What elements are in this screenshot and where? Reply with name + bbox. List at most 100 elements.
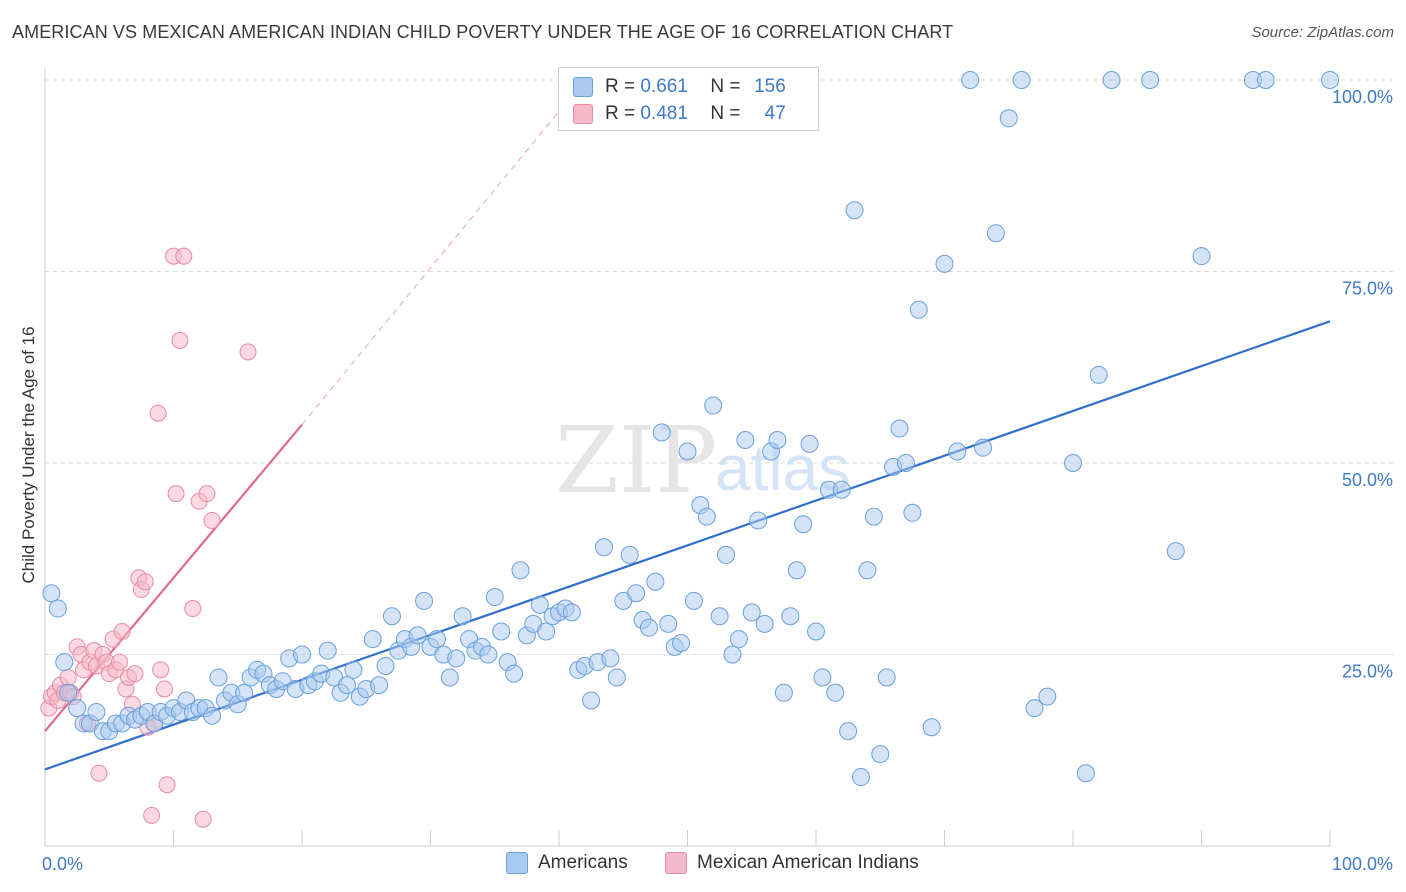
data-point-mexican-american-indians	[152, 661, 170, 679]
data-point-americans	[376, 656, 395, 675]
data-point-americans	[832, 480, 851, 499]
data-point-americans	[594, 538, 613, 557]
data-point-americans	[203, 706, 222, 725]
data-point-americans	[742, 603, 761, 622]
data-point-americans	[871, 745, 890, 764]
legend-r-label: R =	[605, 76, 636, 97]
data-point-americans	[787, 561, 806, 580]
y-tick-label: 50.0%	[1342, 470, 1393, 490]
data-point-americans	[678, 442, 697, 461]
data-point-americans	[652, 423, 671, 442]
data-point-americans	[1012, 71, 1031, 89]
data-point-americans	[1192, 247, 1211, 266]
tick-labels: 25.0% 50.0% 75.0% 100.0% 0.0% 100.0%	[42, 87, 1393, 874]
legend-item-americans[interactable]: Americans	[506, 852, 628, 874]
data-point-americans	[813, 668, 832, 687]
data-point-americans	[896, 454, 915, 472]
data-point-americans	[511, 561, 530, 580]
trend-lines	[44, 79, 1331, 771]
y-tick-label: 100.0%	[1332, 87, 1393, 107]
legend-swatch-americans	[506, 852, 528, 874]
data-point-americans	[794, 515, 813, 534]
data-point-americans	[717, 545, 736, 564]
legend-label-americans: Americans	[538, 852, 628, 873]
legend-swatch-americans	[573, 77, 593, 97]
data-point-mexican-american-indians	[198, 485, 216, 503]
data-point-mexican-american-indians	[171, 331, 189, 349]
data-point-mexican-american-indians	[203, 511, 221, 529]
data-point-americans	[479, 645, 498, 664]
data-point-americans	[363, 630, 382, 649]
legend-r-value: 0.661	[640, 76, 688, 97]
y-axis-label: Child Poverty Under the Age of 16	[19, 326, 38, 583]
data-point-americans	[710, 607, 729, 626]
data-point-americans	[235, 683, 254, 702]
data-point-americans	[318, 641, 337, 660]
data-point-mexican-american-indians	[143, 806, 161, 824]
data-point-americans	[408, 626, 427, 645]
data-point-americans	[864, 507, 883, 526]
data-point-americans	[684, 591, 703, 610]
data-point-americans	[858, 561, 877, 580]
legend-r-value: 0.481	[640, 103, 688, 124]
data-point-mexican-american-indians	[194, 810, 212, 828]
data-point-americans	[492, 622, 511, 641]
legend-item-mexican-american-indians[interactable]: Mexican American Indians	[665, 852, 919, 874]
data-point-americans	[800, 434, 819, 453]
data-point-americans	[986, 224, 1005, 243]
data-point-americans	[781, 607, 800, 626]
data-point-americans	[601, 649, 620, 668]
data-point-americans	[209, 668, 228, 687]
data-point-mexican-american-indians	[136, 573, 154, 591]
data-point-americans	[427, 630, 446, 649]
data-point-americans	[1089, 365, 1108, 384]
data-point-americans	[646, 572, 665, 591]
data-point-americans	[344, 660, 363, 679]
data-point-mexican-american-indians	[156, 680, 174, 698]
data-point-americans	[807, 622, 825, 641]
data-point-americans	[68, 699, 87, 718]
data-point-americans	[845, 201, 864, 220]
data-point-americans	[1038, 687, 1057, 706]
data-point-americans	[1166, 542, 1185, 561]
axes	[44, 68, 1331, 847]
data-point-mexican-american-indians	[175, 247, 193, 265]
legend-label-mexican-american-indians: Mexican American Indians	[697, 852, 919, 873]
legend-n-label: N =	[710, 103, 741, 124]
data-point-americans	[768, 431, 787, 450]
data-point-americans	[1256, 71, 1275, 89]
legend-swatch-mexican-american-indians	[573, 104, 593, 124]
data-point-mexican-american-indians	[126, 665, 144, 683]
data-point-mexican-american-indians	[111, 653, 129, 671]
data-point-americans	[723, 645, 742, 664]
data-point-americans	[1025, 699, 1044, 718]
legend-n-value: 47	[764, 103, 786, 124]
data-point-americans	[672, 634, 691, 653]
data-point-americans	[627, 584, 646, 603]
data-point-americans	[974, 438, 993, 457]
data-point-mexican-american-indians	[184, 600, 202, 618]
data-point-americans	[774, 683, 793, 702]
data-point-americans	[922, 718, 941, 737]
legend-swatch-mexican-american-indians	[665, 852, 687, 874]
series-americans	[42, 71, 1339, 787]
legend-row-mexican-american-indians: R = 0.481 N = 47	[573, 102, 786, 126]
data-point-mexican-american-indians	[113, 623, 131, 641]
y-tick-label: 75.0%	[1342, 279, 1393, 299]
data-point-americans	[55, 653, 74, 672]
x-tick-label: 0.0%	[42, 854, 83, 874]
data-point-americans	[505, 664, 524, 683]
series-mexican-american-indians	[40, 247, 257, 828]
watermark-zip: ZIP	[555, 407, 717, 514]
data-point-americans	[826, 683, 845, 702]
legend-row-americans: R = 0.661 N = 156	[573, 75, 786, 99]
data-point-americans	[839, 722, 858, 741]
data-point-americans	[582, 691, 601, 710]
data-point-americans	[890, 419, 909, 438]
grid-lines	[45, 79, 1395, 655]
series-legend: Americans Mexican American Indians	[0, 852, 1406, 878]
data-point-americans	[903, 503, 922, 522]
legend-n-value: 156	[754, 76, 786, 97]
data-point-americans	[639, 618, 658, 637]
